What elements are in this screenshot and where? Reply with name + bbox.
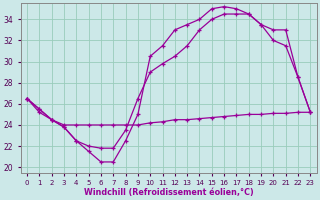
X-axis label: Windchill (Refroidissement éolien,°C): Windchill (Refroidissement éolien,°C)	[84, 188, 253, 197]
